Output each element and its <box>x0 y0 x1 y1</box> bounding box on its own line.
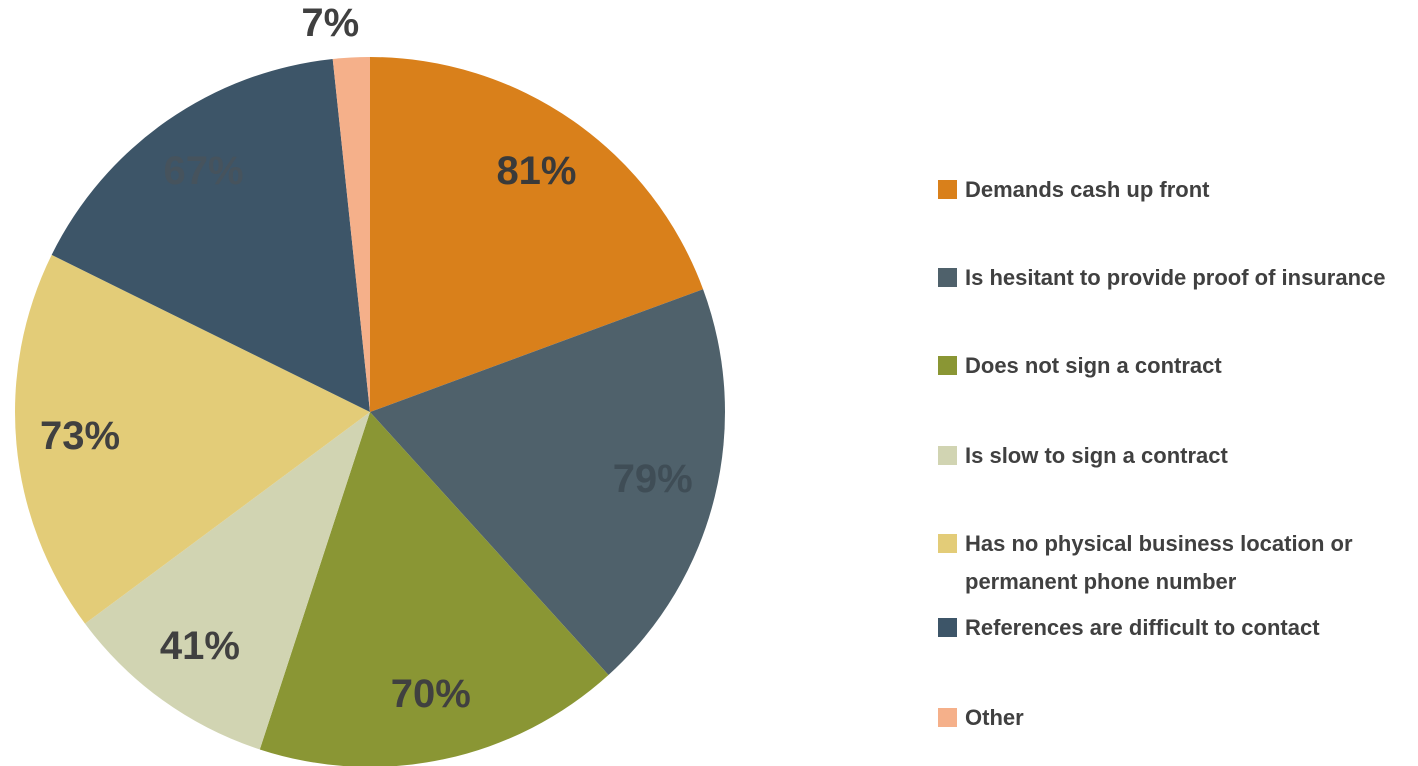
pie-slice <box>370 289 725 675</box>
pie-slice <box>370 57 704 412</box>
legend-label: References are difficult to contact <box>965 615 1320 640</box>
data-label: 67% <box>163 149 243 193</box>
pie-slice <box>85 412 370 750</box>
legend-swatch <box>938 618 957 637</box>
legend-item: Is slow to sign a contract <box>938 437 1408 475</box>
legend-item: Demands cash up front <box>938 171 1408 209</box>
legend-swatch <box>938 180 957 199</box>
legend-label: Is hesitant to provide proof of insuranc… <box>965 265 1386 290</box>
legend-item: References are difficult to contact <box>938 609 1408 647</box>
legend-item: Other <box>938 699 1408 737</box>
legend-swatch <box>938 356 957 375</box>
data-label: 81% <box>496 149 576 193</box>
data-label: 41% <box>160 624 240 668</box>
legend: Demands cash up front Is hesitant to prov… <box>938 0 1418 766</box>
legend-label: Does not sign a contract <box>965 353 1222 378</box>
legend-label: Other <box>965 705 1024 730</box>
legend-swatch <box>938 268 957 287</box>
legend-label: Demands cash up front <box>965 177 1210 202</box>
pie-slice <box>14 254 370 624</box>
legend-item: Is hesitant to provide proof of insuranc… <box>938 259 1408 297</box>
legend-swatch <box>938 446 957 465</box>
pie-slice <box>259 412 609 766</box>
pie-slice <box>332 57 370 412</box>
legend-swatch <box>938 534 957 553</box>
pie-slice <box>51 58 370 412</box>
data-label: 70% <box>391 672 471 716</box>
legend-label: Has no physical business location or per… <box>965 531 1353 594</box>
legend-item: Has no physical business location or per… <box>938 525 1408 601</box>
legend-label: Is slow to sign a contract <box>965 443 1228 468</box>
data-label: 73% <box>40 414 120 458</box>
data-label: 7% <box>301 1 359 45</box>
pie-chart: 81% 79% 70% 41% 73% 67% 7% <box>14 1 725 766</box>
data-label: 79% <box>613 457 693 501</box>
legend-item: Does not sign a contract <box>938 347 1408 385</box>
legend-swatch <box>938 708 957 727</box>
